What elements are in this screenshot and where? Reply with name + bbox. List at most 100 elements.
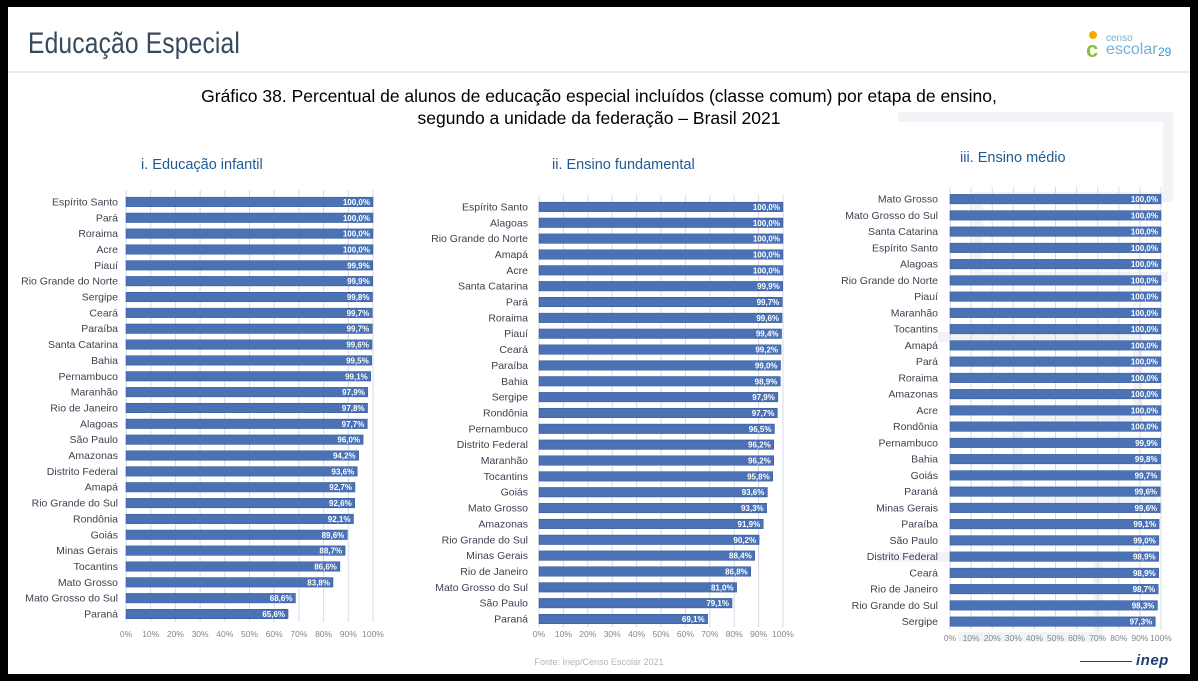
x-tick-label: 70% bbox=[1089, 633, 1106, 643]
category-label: Amapá bbox=[495, 249, 528, 261]
data-label: 100,0% bbox=[1131, 406, 1158, 415]
bar bbox=[949, 405, 1162, 416]
category-label: Amazonas bbox=[888, 389, 938, 401]
chart-title-line-1: Gráfico 38. Percentual de alunos de educ… bbox=[201, 86, 997, 106]
data-label: 95,8% bbox=[747, 472, 770, 481]
bar bbox=[949, 324, 1162, 335]
data-label: 100,0% bbox=[1131, 260, 1158, 269]
data-label: 92,1% bbox=[328, 515, 351, 524]
category-label: Paraíba bbox=[81, 323, 118, 335]
category-label: Piauí bbox=[94, 260, 118, 272]
header-bar: Educação Especial c censo escolar 29 bbox=[8, 7, 1190, 81]
data-label: 100,0% bbox=[1131, 341, 1158, 350]
data-label: 100,0% bbox=[343, 245, 370, 254]
bar bbox=[949, 486, 1161, 497]
data-label: 99,6% bbox=[346, 341, 369, 350]
source-note: Fonte: Inep/Censo Escolar 2021 bbox=[534, 657, 664, 667]
bar bbox=[538, 344, 782, 355]
category-label: Mato Grosso do Sul bbox=[845, 210, 938, 222]
x-tick-label: 0% bbox=[120, 629, 133, 639]
category-label: Acre bbox=[506, 265, 528, 277]
category-label: São Paulo bbox=[480, 598, 529, 610]
bar bbox=[125, 355, 373, 366]
data-label: 100,0% bbox=[1131, 423, 1158, 432]
data-label: 99,9% bbox=[757, 282, 780, 291]
bar bbox=[125, 292, 373, 303]
category-label: Amazonas bbox=[68, 450, 118, 462]
x-tick-label: 100% bbox=[362, 629, 384, 639]
bar bbox=[125, 434, 364, 445]
data-label: 88,4% bbox=[729, 552, 752, 561]
category-label: Mato Grosso bbox=[468, 503, 528, 515]
category-label: Ceará bbox=[499, 344, 528, 356]
bar bbox=[949, 584, 1159, 595]
bar bbox=[125, 276, 374, 287]
category-label: Bahia bbox=[91, 355, 118, 367]
x-tick-label: 70% bbox=[701, 629, 718, 639]
category-label: Bahia bbox=[911, 454, 938, 466]
category-label: Rio de Janeiro bbox=[870, 584, 938, 596]
data-label: 98,9% bbox=[1133, 569, 1156, 578]
bar bbox=[538, 312, 783, 323]
category-label: Piauí bbox=[914, 291, 938, 303]
category-label: Bahia bbox=[501, 376, 528, 388]
data-label: 97,9% bbox=[342, 388, 365, 397]
x-tick-label: 20% bbox=[984, 633, 1001, 643]
data-label: 98,7% bbox=[1133, 585, 1156, 594]
data-label: 98,9% bbox=[755, 377, 778, 386]
x-tick-label: 90% bbox=[340, 629, 357, 639]
category-label: Rio Grande do Norte bbox=[841, 275, 938, 287]
data-label: 100,0% bbox=[1131, 390, 1158, 399]
page-title: Educação Especial bbox=[28, 27, 241, 60]
bar bbox=[538, 249, 784, 260]
bar bbox=[538, 407, 778, 418]
category-label: Paraíba bbox=[491, 360, 528, 372]
category-label: Pernambuco bbox=[58, 371, 118, 383]
chart-title-line-2: segundo a unidade da federação – Brasil … bbox=[417, 108, 781, 128]
data-label: 81,0% bbox=[711, 583, 734, 592]
inep-logo: inep bbox=[1136, 652, 1169, 669]
bar bbox=[949, 340, 1162, 351]
slide: Educação Especial c censo escolar 29 Grá… bbox=[8, 7, 1190, 674]
data-label: 100,0% bbox=[1131, 374, 1158, 383]
bar bbox=[125, 339, 373, 350]
x-tick-label: 70% bbox=[290, 629, 307, 639]
data-label: 99,7% bbox=[347, 325, 370, 334]
data-label: 99,4% bbox=[756, 330, 779, 339]
category-label: Rio Grande do Sul bbox=[852, 600, 938, 612]
category-label: Roraima bbox=[898, 372, 938, 384]
bar bbox=[949, 291, 1162, 302]
x-tick-label: 100% bbox=[1150, 633, 1172, 643]
category-label: Paraná bbox=[904, 486, 938, 498]
bar bbox=[949, 194, 1162, 205]
data-label: 99,9% bbox=[347, 277, 370, 286]
category-label: Ceará bbox=[89, 307, 118, 319]
category-label: Goiás bbox=[911, 470, 938, 482]
category-label: Maranhão bbox=[71, 387, 118, 399]
logo-dot-icon bbox=[1089, 31, 1097, 39]
data-label: 99,7% bbox=[757, 298, 780, 307]
data-label: 97,9% bbox=[752, 393, 775, 402]
data-label: 100,0% bbox=[1131, 195, 1158, 204]
data-label: 88,7% bbox=[319, 547, 342, 556]
data-label: 86,6% bbox=[314, 562, 337, 571]
category-label: Rio Grande do Sul bbox=[32, 498, 118, 510]
bar bbox=[125, 577, 334, 588]
data-label: 99,8% bbox=[347, 293, 370, 302]
logo-main-text: escolar bbox=[1106, 41, 1158, 58]
censo-escolar-logo: c censo escolar 29 bbox=[1086, 27, 1186, 67]
bar bbox=[125, 244, 374, 255]
data-label: 100,0% bbox=[753, 203, 780, 212]
data-label: 99,6% bbox=[1134, 504, 1157, 513]
data-label: 69,1% bbox=[682, 615, 705, 624]
bar bbox=[538, 534, 760, 545]
x-tick-label: 30% bbox=[1005, 633, 1022, 643]
x-tick-label: 10% bbox=[142, 629, 159, 639]
category-label: Goiás bbox=[91, 529, 118, 541]
category-label: Espírito Santo bbox=[872, 242, 938, 254]
bar bbox=[125, 371, 372, 382]
category-label: Pernambuco bbox=[878, 437, 938, 449]
data-label: 92,7% bbox=[329, 483, 352, 492]
bar bbox=[949, 535, 1160, 546]
category-label: Distrito Federal bbox=[457, 439, 528, 451]
